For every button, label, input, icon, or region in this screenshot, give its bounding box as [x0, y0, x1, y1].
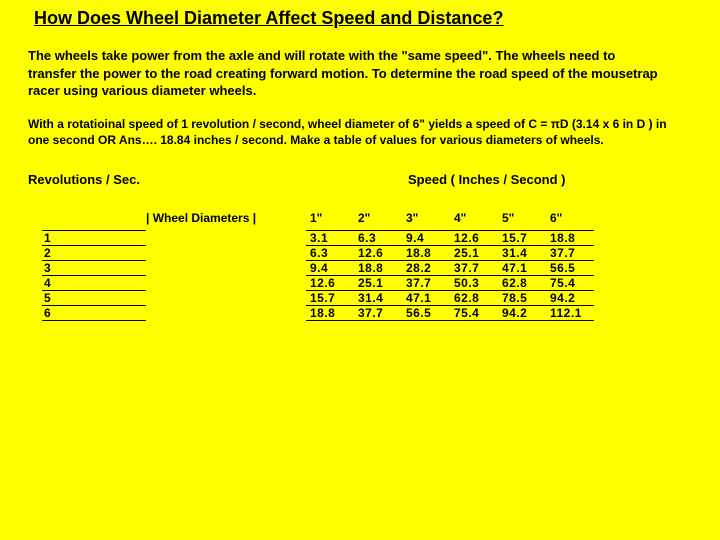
cell: 31.4	[354, 290, 402, 306]
page-title: How Does Wheel Diameter Affect Speed and…	[34, 8, 692, 29]
row-label: 6	[42, 305, 146, 321]
cell: 6.3	[306, 245, 354, 261]
cell: 28.2	[402, 260, 450, 276]
data-column: 4" 12.6 25.1 37.7 50.3 62.8 75.4	[450, 207, 498, 321]
cell: 15.7	[306, 290, 354, 306]
cell: 18.8	[402, 245, 450, 261]
cell: 9.4	[306, 260, 354, 276]
data-column: 2" 6.3 12.6 18.8 25.1 31.4 37.7	[354, 207, 402, 321]
cell: 78.5	[498, 290, 546, 306]
cell: 56.5	[546, 260, 594, 276]
cell: 75.4	[450, 305, 498, 321]
cell: 25.1	[354, 275, 402, 291]
data-column: 1" 3.1 6.3 9.4 12.6 15.7 18.8	[306, 207, 354, 321]
cell: 12.6	[354, 245, 402, 261]
column-header: 6"	[546, 207, 594, 231]
data-table: 1 2 3 4 5 6 | Wheel Diameters | 1" 3.1 6…	[28, 207, 692, 321]
intro-paragraph-2: With a rotatioinal speed of 1 revolution…	[28, 116, 668, 148]
intro-paragraph-1: The wheels take power from the axle and …	[28, 47, 658, 100]
cell: 47.1	[498, 260, 546, 276]
cell: 18.8	[546, 230, 594, 246]
cell: 18.8	[354, 260, 402, 276]
cell: 6.3	[354, 230, 402, 246]
row-label: 3	[42, 260, 146, 276]
data-column: 6" 18.8 37.7 56.5 75.4 94.2 112.1	[546, 207, 594, 321]
cell: 9.4	[402, 230, 450, 246]
wheel-diameters-label: | Wheel Diameters |	[146, 207, 306, 321]
data-column: 3" 9.4 18.8 28.2 37.7 47.1 56.5	[402, 207, 450, 321]
data-column: 5" 15.7 31.4 47.1 62.8 78.5 94.2	[498, 207, 546, 321]
cell: 112.1	[546, 305, 594, 321]
row-label: 4	[42, 275, 146, 291]
cell: 12.6	[306, 275, 354, 291]
cell: 94.2	[546, 290, 594, 306]
row-label: 1	[42, 230, 146, 246]
cell: 94.2	[498, 305, 546, 321]
cell: 75.4	[546, 275, 594, 291]
cell: 56.5	[402, 305, 450, 321]
cell: 3.1	[306, 230, 354, 246]
header-speed: Speed ( Inches / Second )	[408, 172, 565, 187]
cell: 18.8	[306, 305, 354, 321]
cell: 62.8	[450, 290, 498, 306]
column-header: 2"	[354, 207, 402, 231]
data-columns: 1" 3.1 6.3 9.4 12.6 15.7 18.8 2" 6.3 12.…	[306, 207, 594, 321]
row-labels-column: 1 2 3 4 5 6	[42, 207, 146, 321]
row-label: 2	[42, 245, 146, 261]
table-section-headers: Revolutions / Sec. Speed ( Inches / Seco…	[28, 172, 692, 187]
header-revolutions: Revolutions / Sec.	[28, 172, 328, 187]
column-header: 4"	[450, 207, 498, 231]
cell: 25.1	[450, 245, 498, 261]
cell: 47.1	[402, 290, 450, 306]
column-header: 1"	[306, 207, 354, 231]
row-label: 5	[42, 290, 146, 306]
cell: 37.7	[354, 305, 402, 321]
column-header: 3"	[402, 207, 450, 231]
cell: 15.7	[498, 230, 546, 246]
cell: 12.6	[450, 230, 498, 246]
cell: 37.7	[450, 260, 498, 276]
cell: 37.7	[402, 275, 450, 291]
cell: 37.7	[546, 245, 594, 261]
column-header: 5"	[498, 207, 546, 231]
cell: 50.3	[450, 275, 498, 291]
cell: 62.8	[498, 275, 546, 291]
cell: 31.4	[498, 245, 546, 261]
